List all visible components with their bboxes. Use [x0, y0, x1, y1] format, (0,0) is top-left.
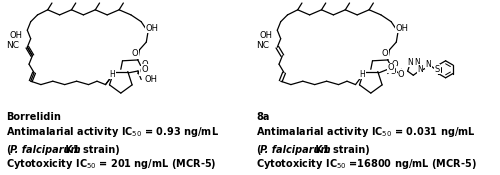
Text: K1 strain): K1 strain)	[312, 145, 369, 155]
Text: N: N	[414, 58, 420, 67]
Text: OH: OH	[146, 24, 159, 33]
Text: S: S	[434, 65, 440, 74]
Text: N: N	[426, 60, 432, 69]
Text: OH: OH	[396, 24, 409, 33]
Text: O: O	[388, 63, 394, 72]
Text: H: H	[360, 70, 365, 79]
Text: OH: OH	[259, 31, 272, 40]
Text: OH: OH	[9, 31, 22, 40]
Text: NC: NC	[256, 41, 269, 50]
Text: (: (	[6, 145, 10, 155]
Text: Cytotoxicity IC$_{50}$ = 201 ng/mL (MCR-5): Cytotoxicity IC$_{50}$ = 201 ng/mL (MCR-…	[6, 157, 216, 171]
Text: OH: OH	[144, 75, 158, 84]
Text: Borrelidin: Borrelidin	[6, 112, 61, 122]
Text: P. falciparum: P. falciparum	[10, 145, 81, 155]
Text: Cytotoxicity IC$_{50}$ =16800 ng/mL (MCR-5): Cytotoxicity IC$_{50}$ =16800 ng/mL (MCR…	[256, 157, 476, 171]
Text: O: O	[140, 66, 146, 75]
Text: O: O	[142, 60, 148, 69]
Text: O: O	[132, 50, 138, 58]
Text: O: O	[141, 65, 148, 74]
Text: (: (	[256, 145, 260, 155]
Text: O: O	[382, 50, 388, 58]
Text: NC: NC	[6, 41, 19, 50]
Text: H: H	[110, 70, 115, 79]
Text: 8a: 8a	[256, 112, 270, 122]
Text: Antimalarial activity IC$_{50}$ = 0.93 ng/mL: Antimalarial activity IC$_{50}$ = 0.93 n…	[6, 125, 219, 139]
Text: K1 strain): K1 strain)	[62, 145, 120, 155]
Text: O: O	[398, 70, 404, 79]
Text: O: O	[392, 60, 398, 69]
Text: P. falciparum: P. falciparum	[260, 145, 331, 155]
Text: Antimalarial activity IC$_{50}$ = 0.031 ng/mL: Antimalarial activity IC$_{50}$ = 0.031 …	[256, 125, 476, 139]
Text: N: N	[407, 58, 413, 67]
Text: N: N	[417, 65, 423, 74]
Text: O: O	[390, 66, 396, 75]
